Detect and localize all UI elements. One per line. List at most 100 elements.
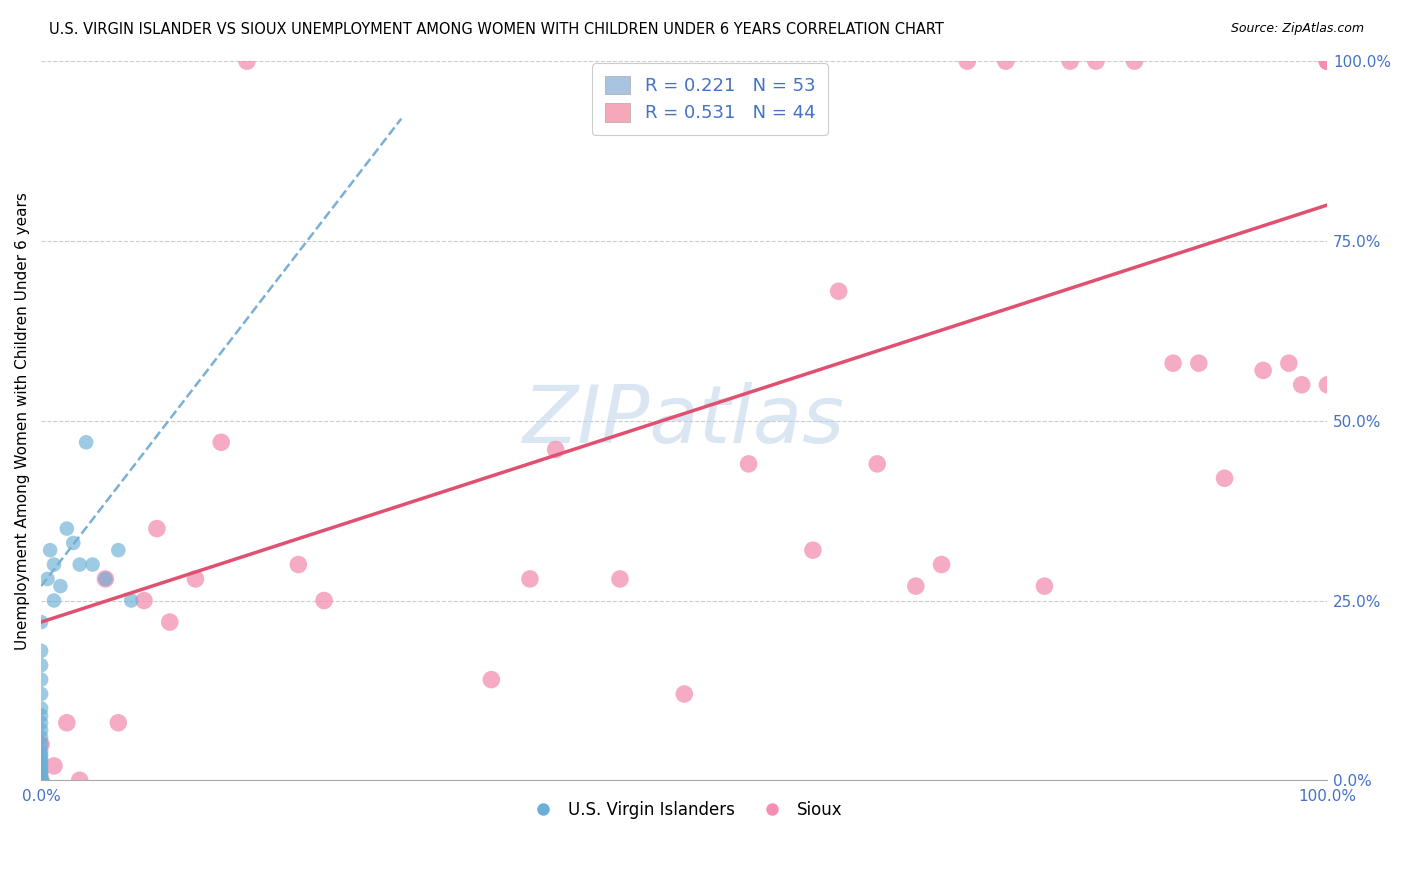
Point xyxy=(120,593,142,607)
Point xyxy=(1251,363,1274,377)
Point xyxy=(1161,356,1184,370)
Point xyxy=(94,572,117,586)
Point xyxy=(1123,54,1146,69)
Point xyxy=(544,442,567,457)
Point xyxy=(184,572,207,586)
Point xyxy=(30,773,52,788)
Point xyxy=(30,658,52,673)
Point xyxy=(609,572,631,586)
Point xyxy=(1059,54,1081,69)
Point xyxy=(30,687,52,701)
Point xyxy=(904,579,927,593)
Point xyxy=(1316,54,1339,69)
Legend: U.S. Virgin Islanders, Sioux: U.S. Virgin Islanders, Sioux xyxy=(520,795,849,826)
Point xyxy=(30,773,52,788)
Point xyxy=(827,285,849,299)
Point xyxy=(287,558,309,572)
Y-axis label: Unemployment Among Women with Children Under 6 years: Unemployment Among Women with Children U… xyxy=(15,192,30,649)
Point xyxy=(519,572,541,586)
Point xyxy=(801,543,824,558)
Point xyxy=(30,752,52,766)
Point xyxy=(30,773,52,788)
Point xyxy=(30,773,52,788)
Point xyxy=(107,715,129,730)
Point xyxy=(30,773,52,788)
Point xyxy=(1213,471,1236,485)
Point xyxy=(30,723,52,737)
Point xyxy=(49,579,72,593)
Point xyxy=(82,558,104,572)
Point xyxy=(30,748,52,763)
Point xyxy=(30,773,52,788)
Point xyxy=(30,708,52,723)
Point xyxy=(30,766,52,780)
Text: Source: ZipAtlas.com: Source: ZipAtlas.com xyxy=(1230,22,1364,36)
Point xyxy=(30,730,52,744)
Point xyxy=(931,558,953,572)
Point xyxy=(30,773,52,788)
Point xyxy=(107,543,129,558)
Point xyxy=(1316,54,1339,69)
Point xyxy=(159,615,181,629)
Point xyxy=(1316,54,1339,69)
Point xyxy=(75,435,97,450)
Point xyxy=(42,593,65,607)
Point xyxy=(42,759,65,773)
Point xyxy=(994,54,1017,69)
Point xyxy=(236,54,259,69)
Point xyxy=(30,773,52,788)
Point xyxy=(30,773,52,788)
Point xyxy=(30,773,52,788)
Point xyxy=(479,673,502,687)
Point xyxy=(1316,54,1339,69)
Point xyxy=(37,572,59,586)
Point xyxy=(1084,54,1107,69)
Point xyxy=(30,773,52,788)
Point xyxy=(30,773,52,788)
Point xyxy=(146,522,169,536)
Point xyxy=(30,756,52,770)
Point xyxy=(956,54,979,69)
Point xyxy=(1316,54,1339,69)
Point xyxy=(30,773,52,788)
Point xyxy=(56,522,79,536)
Point xyxy=(30,737,52,751)
Point xyxy=(30,701,52,715)
Point xyxy=(1188,356,1211,370)
Point xyxy=(30,615,52,629)
Point xyxy=(39,543,62,558)
Point xyxy=(30,644,52,658)
Point xyxy=(132,593,155,607)
Point xyxy=(30,773,52,788)
Point xyxy=(30,763,52,777)
Point xyxy=(1278,356,1301,370)
Point xyxy=(56,715,79,730)
Point xyxy=(94,572,117,586)
Point xyxy=(30,773,52,788)
Point xyxy=(69,773,91,788)
Point xyxy=(30,715,52,730)
Text: ZIPatlas: ZIPatlas xyxy=(523,382,845,459)
Point xyxy=(1291,377,1313,392)
Point xyxy=(30,773,52,788)
Point xyxy=(866,457,889,471)
Point xyxy=(30,766,52,780)
Point xyxy=(1033,579,1056,593)
Point xyxy=(69,558,91,572)
Point xyxy=(30,773,52,788)
Point xyxy=(737,457,759,471)
Point xyxy=(62,536,84,550)
Point xyxy=(1316,377,1339,392)
Point xyxy=(30,745,52,759)
Point xyxy=(42,558,65,572)
Point xyxy=(314,593,336,607)
Point xyxy=(30,773,52,788)
Point xyxy=(30,759,52,773)
Point xyxy=(673,687,696,701)
Point xyxy=(30,773,52,788)
Point xyxy=(30,773,52,788)
Point xyxy=(30,737,52,751)
Text: U.S. VIRGIN ISLANDER VS SIOUX UNEMPLOYMENT AMONG WOMEN WITH CHILDREN UNDER 6 YEA: U.S. VIRGIN ISLANDER VS SIOUX UNEMPLOYME… xyxy=(49,22,943,37)
Point xyxy=(30,773,52,788)
Point xyxy=(209,435,232,450)
